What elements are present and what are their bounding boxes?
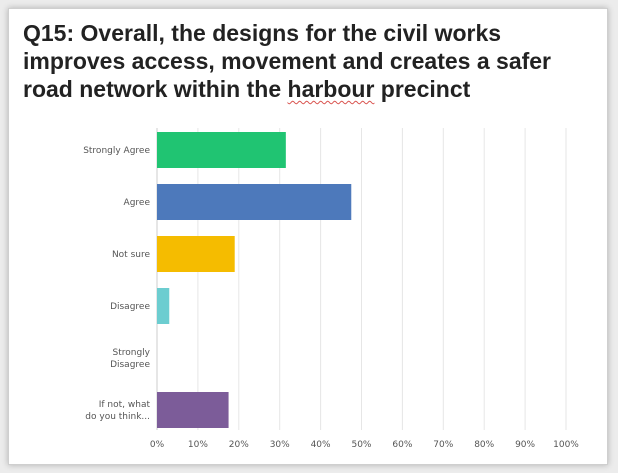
x-tick-label: 50%	[351, 440, 371, 450]
x-tick-label: 10%	[188, 440, 208, 450]
x-tick-label: 20%	[229, 440, 249, 450]
bar	[157, 184, 352, 220]
chart-card: Q15: Overall, the designs for the civil …	[8, 8, 608, 465]
bar	[157, 236, 235, 272]
title-text: Q15: Overall, the designs for the civil …	[23, 20, 552, 102]
x-tick-label: 100%	[553, 440, 579, 450]
category-label: Strongly Agree	[83, 146, 150, 156]
category-label: do you think...	[85, 412, 150, 422]
x-tick-label: 80%	[474, 440, 494, 450]
bar	[157, 288, 170, 324]
x-tick-label: 60%	[392, 440, 412, 450]
x-tick-label: 0%	[150, 440, 165, 450]
category-label: Not sure	[112, 250, 151, 260]
spellcheck-word: harbour	[287, 76, 375, 102]
x-tick-label: 40%	[311, 440, 331, 450]
x-tick-label: 70%	[433, 440, 453, 450]
x-tick-label: 30%	[270, 440, 290, 450]
category-label: If not, what	[99, 400, 151, 410]
category-label: Disagree	[110, 360, 150, 370]
category-label: Agree	[124, 198, 151, 208]
x-tick-label: 90%	[515, 440, 535, 450]
bar	[157, 392, 229, 428]
title-text-end: precinct	[374, 76, 471, 102]
category-label: Disagree	[110, 302, 150, 312]
bar	[157, 132, 286, 168]
category-label: Strongly	[113, 348, 151, 358]
chart-title: Q15: Overall, the designs for the civil …	[23, 19, 593, 103]
